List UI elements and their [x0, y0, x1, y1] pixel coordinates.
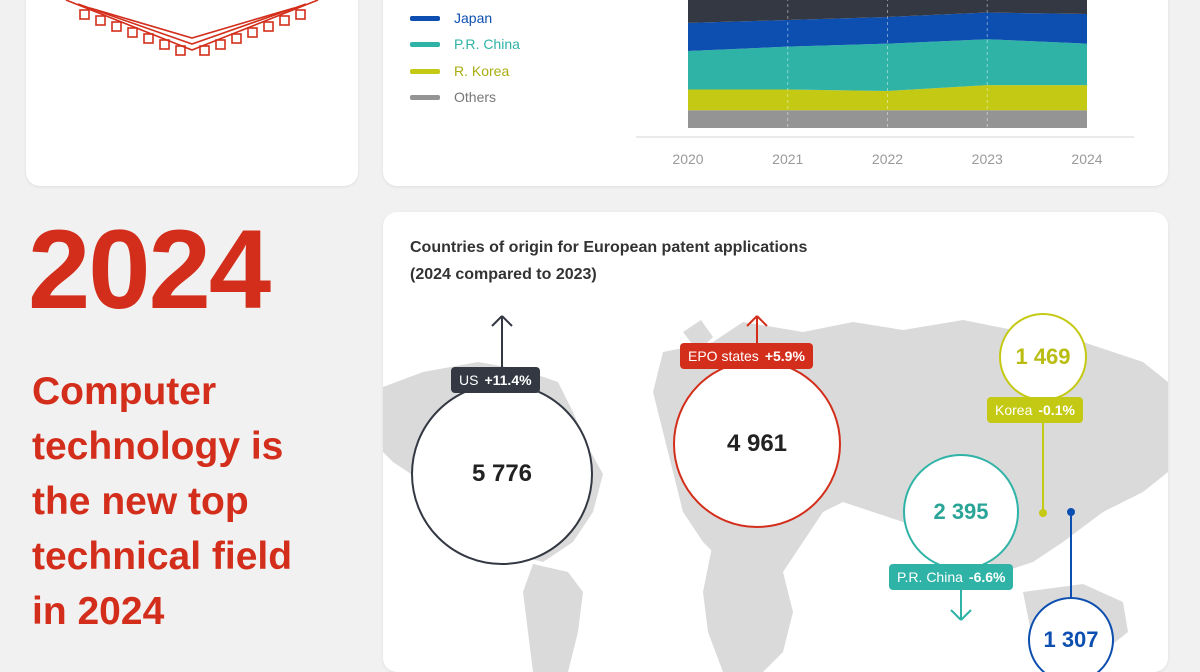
map-bubbles-connectors [491, 315, 1075, 621]
x-tick-label: 2021 [772, 151, 803, 167]
headline-line: technology is [32, 425, 284, 468]
area-series [688, 12, 1087, 52]
headline-line: the new top [32, 480, 249, 523]
headline-line: technical field [32, 535, 293, 578]
connector-line [1039, 422, 1047, 517]
x-tick-label: 2023 [972, 151, 1003, 167]
region-tag: EPO states +5.9% [680, 343, 813, 369]
bubble-value: 4 961 [726, 430, 788, 457]
headline-year: 2024 [28, 207, 271, 332]
headline-line: in 2024 [32, 590, 165, 633]
trend-arrow-down [950, 590, 972, 621]
legend-item: P.R. China [410, 36, 520, 52]
legend-item: Others [410, 89, 496, 105]
bubble-korea: 1 469 [999, 313, 1087, 401]
bubble-value: 5 776 [471, 460, 533, 487]
chip-illustration-card [26, 0, 358, 186]
region-tag: P.R. China -6.6% [889, 564, 1014, 590]
trend-arrow-up [491, 315, 513, 372]
x-tick-label: 2022 [872, 151, 903, 167]
headline-line: Computer [32, 370, 217, 413]
legend-item: R. Korea [410, 63, 509, 79]
bubble-us: 5 776 [411, 383, 593, 565]
legend-label: R. Korea [454, 63, 510, 79]
area-series [688, 39, 1087, 91]
legend-label: P.R. China [454, 36, 520, 52]
area-series [688, 85, 1087, 111]
bubble-p-r-china: 2 395 [903, 454, 1019, 570]
bubble-value: 1 469 [1015, 344, 1071, 369]
region-tag: Korea -0.1% [987, 397, 1083, 423]
x-tick-label: 2024 [1071, 151, 1102, 167]
region-change: +5.9% [764, 348, 805, 364]
legend-item: Japan [410, 10, 492, 26]
region-name: P.R. China [897, 569, 963, 585]
legend-swatch [410, 15, 440, 21]
bubble-epo-states: 4 961 [673, 360, 841, 528]
connector-line [1067, 508, 1075, 598]
headline-text: Computer technology is the new top techn… [32, 364, 362, 639]
area-series [688, 0, 1087, 23]
chip-icon [65, 0, 319, 56]
map-title-line: (2024 compared to 2023) [410, 266, 597, 283]
legend-label: Japan [454, 10, 493, 26]
region-change: +11.4% [484, 372, 532, 388]
map-chart-card: Countries of origin for European patent … [383, 212, 1168, 672]
map-title-line: Countries of origin for European patent … [410, 239, 808, 256]
region-name: US [459, 372, 479, 388]
region-name: Korea [995, 402, 1033, 418]
trend-arrow-up [746, 315, 768, 347]
legend-swatch [410, 94, 440, 100]
legend-label: Others [454, 89, 497, 105]
region-change: -0.1% [1038, 402, 1075, 418]
x-tick-label: 2020 [672, 151, 703, 167]
bubble-value: 1 307 [1043, 627, 1099, 652]
stacked-area-chart: 2020 2021 2022 2023 2024 [636, 0, 1134, 167]
region-change: -6.6% [968, 569, 1006, 585]
area-series [688, 110, 1087, 128]
legend-swatch [410, 68, 440, 74]
map-chart-title: Countries of origin for European patent … [410, 234, 807, 288]
legend-swatch [410, 41, 440, 47]
region-name: EPO states [688, 348, 759, 364]
bubble-value: 2 395 [933, 499, 989, 524]
region-tag: US +11.4% [451, 367, 540, 393]
area-chart-card: Japan P.R. China R. Korea Others 2020 2021 20… [383, 0, 1168, 186]
